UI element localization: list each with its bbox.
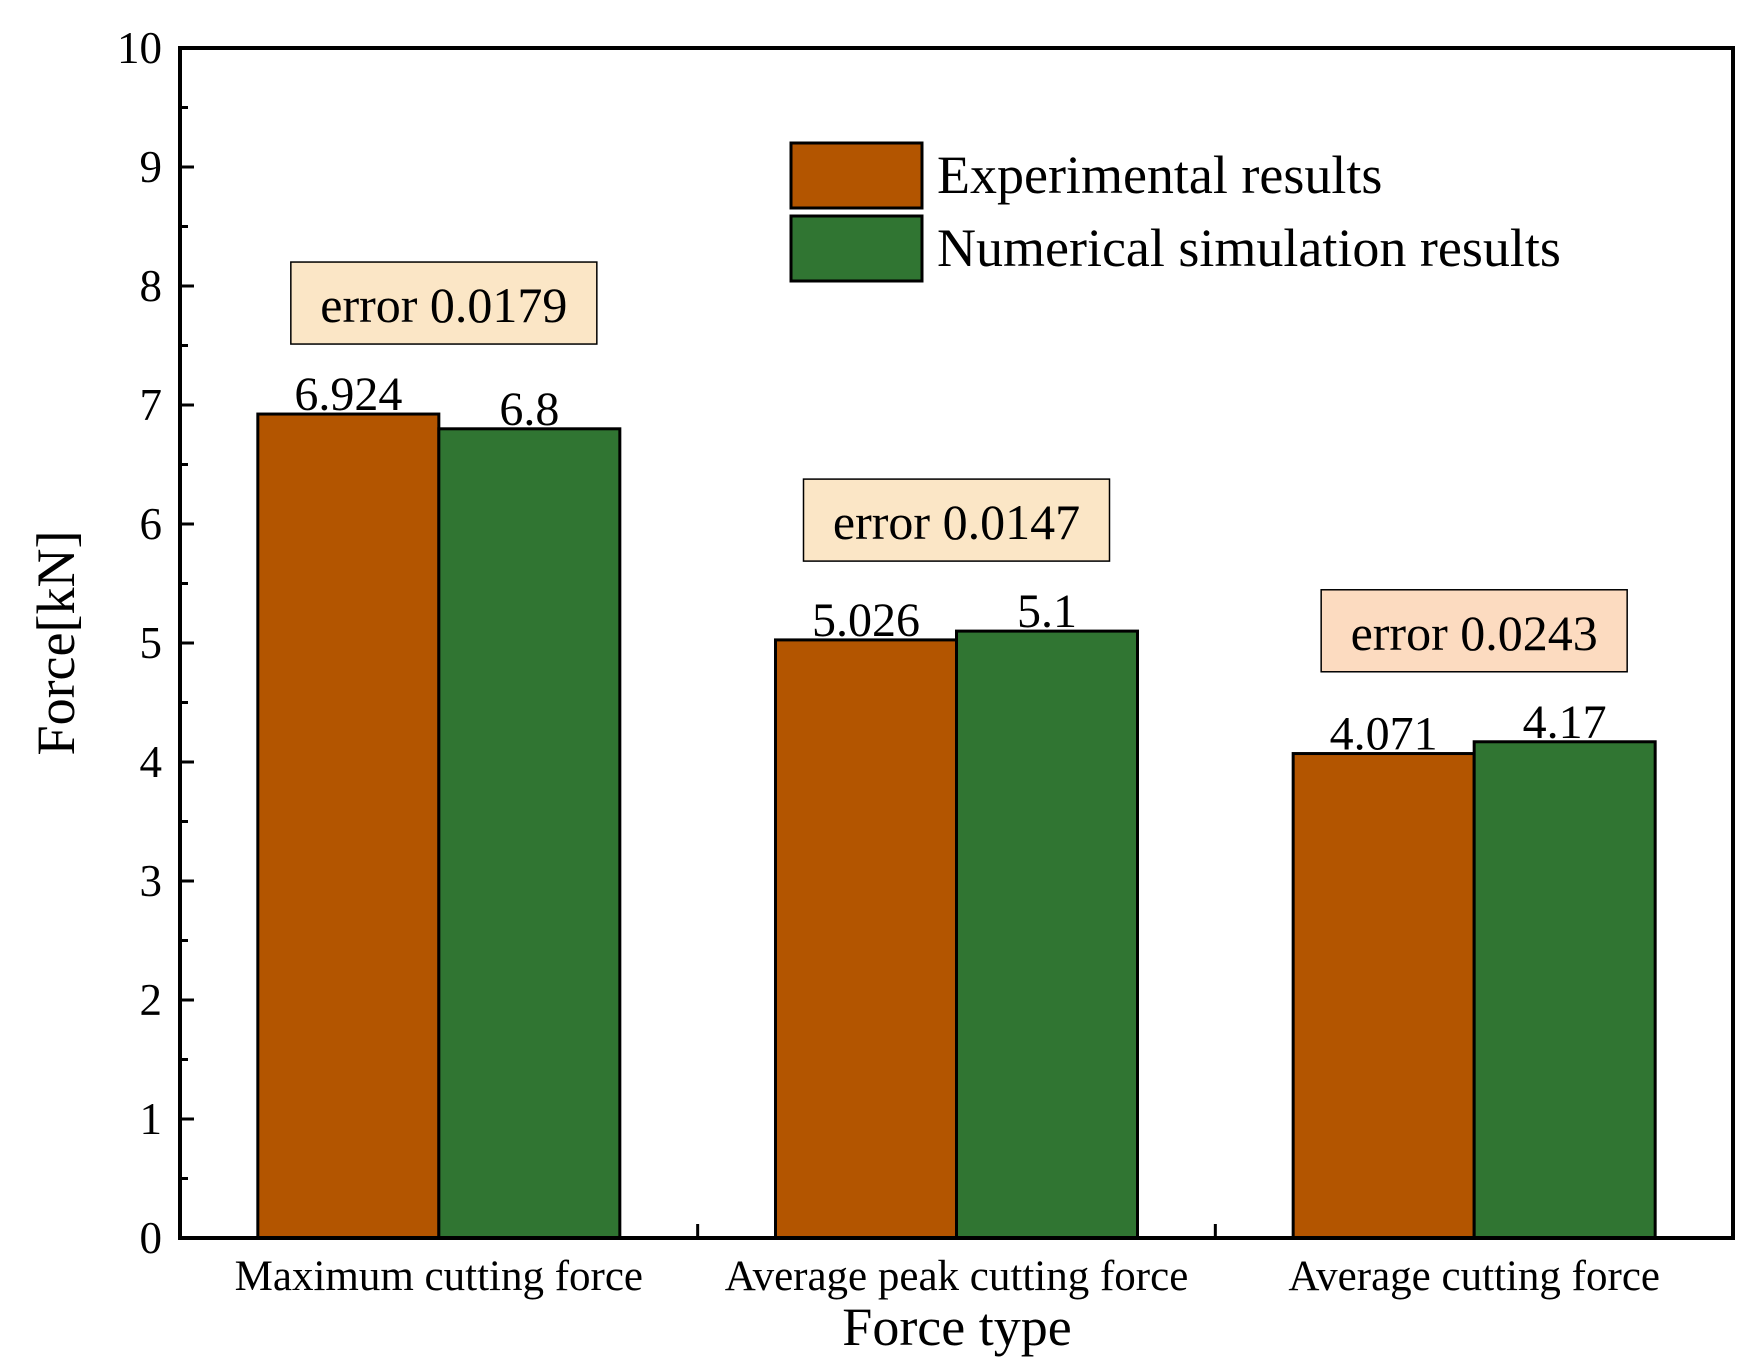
x-axis-label: Force type — [842, 1297, 1071, 1357]
bar-value-label: 4.17 — [1523, 696, 1607, 749]
y-tick-label: 2 — [140, 975, 163, 1025]
x-tick-label: Maximum cutting force — [235, 1253, 643, 1300]
bar-value-label: 5.026 — [812, 594, 920, 647]
legend-swatch — [789, 141, 924, 210]
bar-value-label: 6.924 — [294, 368, 402, 421]
bar-value-label: 4.071 — [1330, 708, 1438, 761]
bar-experimental — [774, 638, 958, 1240]
y-tick-label: 1 — [140, 1094, 163, 1144]
y-tick-label: 8 — [140, 261, 163, 311]
y-tick-label: 6 — [140, 499, 163, 549]
x-tick-label: Average peak cutting force — [725, 1253, 1189, 1300]
y-tick-label: 4 — [140, 737, 163, 787]
y-tick-label: 7 — [140, 380, 163, 430]
bar-simulation — [1472, 740, 1657, 1240]
bar-simulation — [437, 427, 622, 1240]
y-tick-label: 3 — [140, 856, 163, 906]
error-annotation-text: error 0.0179 — [320, 277, 567, 333]
x-tick-label: Average cutting force — [1288, 1253, 1660, 1300]
y-tick-label: 9 — [140, 142, 163, 192]
y-tick-label: 10 — [117, 23, 162, 73]
bar-value-label: 6.8 — [499, 383, 559, 436]
y-axis-label: Force[kN] — [26, 531, 86, 756]
y-tick-label: 0 — [140, 1213, 163, 1263]
legend-label: Numerical simulation results — [937, 218, 1561, 278]
error-annotation-box — [290, 261, 598, 345]
error-annotation-box — [802, 478, 1111, 562]
legend-swatch — [789, 214, 924, 283]
legend-label: Experimental results — [937, 145, 1382, 205]
error-annotation-text: error 0.0147 — [833, 494, 1080, 550]
error-annotation-text: error 0.0243 — [1351, 605, 1598, 661]
bar-experimental — [256, 412, 441, 1240]
y-tick-label: 5 — [140, 618, 163, 668]
bar-simulation — [955, 629, 1139, 1240]
bar-experimental — [1291, 752, 1476, 1240]
error-annotation-box — [1320, 589, 1628, 673]
bar-value-label: 5.1 — [1017, 585, 1077, 638]
